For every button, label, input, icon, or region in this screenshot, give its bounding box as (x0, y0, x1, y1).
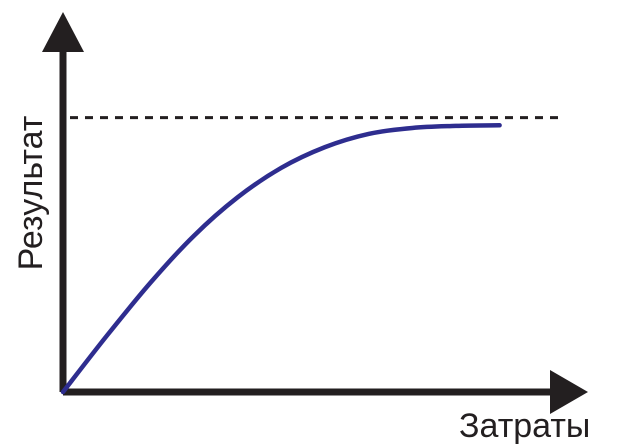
x-axis-label: Затраты (459, 407, 590, 445)
y-axis-label: Результат (12, 116, 50, 271)
series-line (60, 123, 502, 395)
x-axis-arrow-icon (550, 370, 588, 414)
y-axis-arrow-icon (42, 12, 84, 52)
